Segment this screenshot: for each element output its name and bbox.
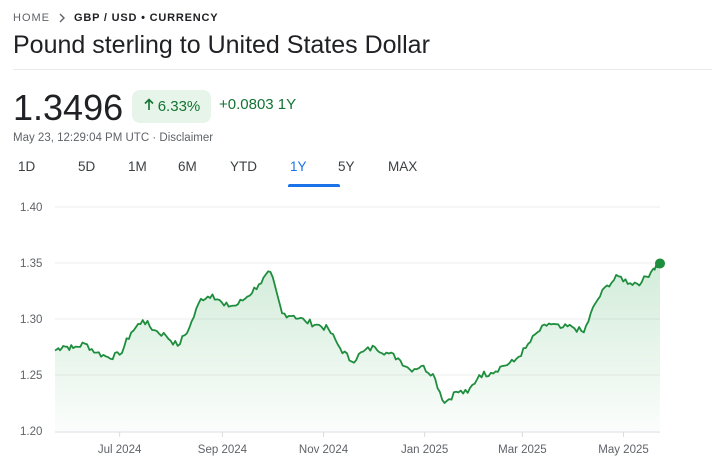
y-tick-label: 1.20	[20, 426, 42, 438]
quote-timestamp: May 23, 12:29:04 PM UTC	[13, 132, 150, 144]
change-percent-badge: 6.33%	[132, 90, 211, 123]
chevron-right-icon	[56, 12, 68, 24]
x-tick-label: Nov 2024	[299, 444, 349, 456]
arrow-up-icon	[143, 98, 155, 115]
breadcrumb-current: GBP / USD • CURRENCY	[74, 12, 219, 24]
range-tabs: 1D 5D 1M 6M YTD 1Y 5Y MAX	[18, 158, 438, 187]
quote-timestamp-row: May 23, 12:29:04 PM UTC · Disclaimer	[13, 132, 213, 144]
tab-range-max[interactable]: MAX	[388, 159, 418, 174]
header-divider	[13, 69, 712, 70]
tab-range-5d[interactable]: 5D	[78, 159, 96, 174]
tab-range-1y[interactable]: 1Y	[288, 158, 340, 187]
breadcrumb-home-link[interactable]: HOME	[13, 12, 50, 24]
change-percent: 6.33%	[157, 98, 201, 115]
current-price: 1.3496	[13, 87, 124, 128]
y-tick-label: 1.25	[20, 370, 42, 382]
tab-range-6m[interactable]: 6M	[178, 159, 197, 174]
tab-range-1m[interactable]: 1M	[128, 159, 147, 174]
change-absolute: +0.0803 1Y	[219, 96, 297, 113]
price-area-fill	[55, 262, 660, 431]
timestamp-separator: ·	[149, 132, 160, 144]
price-chart[interactable]: 1.40 1.35 1.30 1.25 1.20 Jul 2024 Sep 2024 Nov …	[0, 190, 712, 473]
y-tick-label: 1.40	[20, 202, 42, 214]
x-tick-label: Mar 2025	[498, 444, 547, 456]
y-tick-label: 1.35	[20, 258, 42, 270]
page-title: Pound sterling to United States Dollar	[13, 31, 430, 59]
breadcrumb: HOME GBP / USD • CURRENCY	[13, 10, 218, 26]
tab-range-5y[interactable]: 5Y	[338, 159, 355, 174]
price-line	[54, 262, 661, 404]
y-tick-label: 1.30	[20, 314, 42, 326]
x-tick-label: May 2025	[598, 444, 649, 456]
latest-price-dot	[655, 258, 665, 269]
x-tick-label: Jul 2024	[98, 444, 142, 456]
x-tick-label: Sep 2024	[198, 444, 248, 456]
tab-range-1d[interactable]: 1D	[18, 159, 36, 174]
disclaimer-link[interactable]: Disclaimer	[159, 132, 214, 144]
tab-range-ytd[interactable]: YTD	[230, 159, 257, 174]
x-tick-label: Jan 2025	[401, 444, 448, 456]
